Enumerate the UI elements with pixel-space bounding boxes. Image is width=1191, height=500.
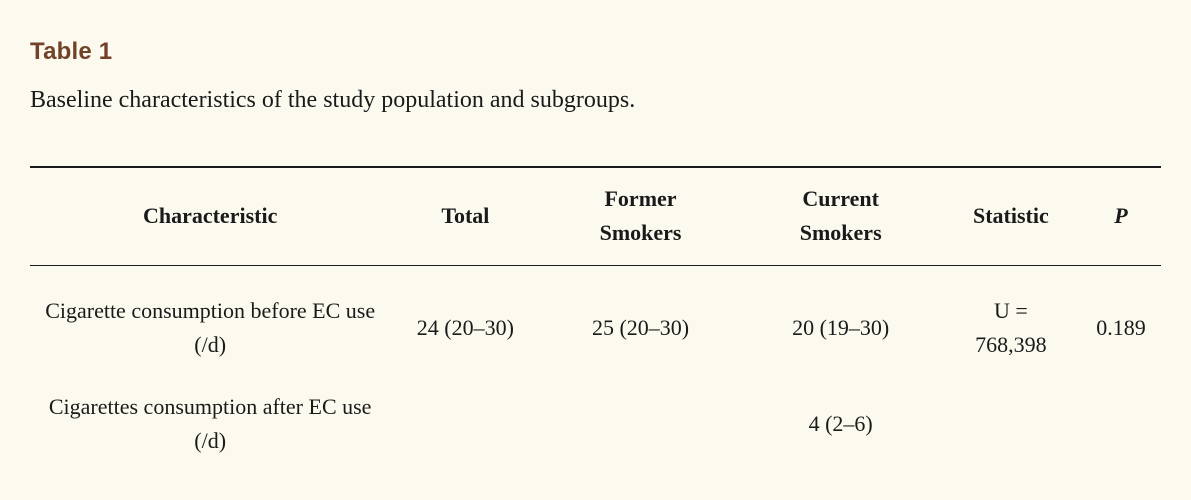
- col-current-l1: Current: [745, 182, 937, 216]
- cell-characteristic: Cigarettes consumption after EC use (/d): [30, 372, 390, 468]
- table-header-row: Characteristic Total Former Smokers Curr…: [30, 167, 1161, 265]
- cell-total: 24 (20–30): [390, 265, 540, 372]
- col-current: Current Smokers: [741, 167, 941, 265]
- cell-total: [390, 372, 540, 468]
- col-current-l2: Smokers: [745, 216, 937, 250]
- col-total: Total: [390, 167, 540, 265]
- cell-current: 4 (2–6): [741, 372, 941, 468]
- cell-char-l1: Cigarette consumption before EC use: [34, 294, 386, 328]
- table-row: Cigarette consumption before EC use (/d)…: [30, 265, 1161, 372]
- col-former: Former Smokers: [540, 167, 740, 265]
- col-p: P: [1081, 167, 1161, 265]
- col-former-l2: Smokers: [544, 216, 736, 250]
- table-caption: Baseline characteristics of the study po…: [30, 84, 1161, 116]
- col-statistic: Statistic: [941, 167, 1081, 265]
- table-row: Cigarettes consumption after EC use (/d)…: [30, 372, 1161, 468]
- col-former-l1: Former: [544, 182, 736, 216]
- table-label: Table 1: [30, 38, 1161, 66]
- cell-p: 0.189: [1081, 265, 1161, 372]
- cell-former: 25 (20–30): [540, 265, 740, 372]
- cell-statistic: [941, 372, 1081, 468]
- data-table: Characteristic Total Former Smokers Curr…: [30, 166, 1161, 468]
- cell-statistic: U = 768,398: [941, 265, 1081, 372]
- cell-former: [540, 372, 740, 468]
- cell-char-l2: (/d): [34, 424, 386, 458]
- cell-p: [1081, 372, 1161, 468]
- cell-stat-l2: 768,398: [945, 328, 1077, 362]
- cell-char-l2: (/d): [34, 328, 386, 362]
- cell-stat-l1: U =: [945, 294, 1077, 328]
- cell-char-l1: Cigarettes consumption after EC use: [34, 390, 386, 424]
- cell-current: 20 (19–30): [741, 265, 941, 372]
- cell-characteristic: Cigarette consumption before EC use (/d): [30, 265, 390, 372]
- col-characteristic: Characteristic: [30, 167, 390, 265]
